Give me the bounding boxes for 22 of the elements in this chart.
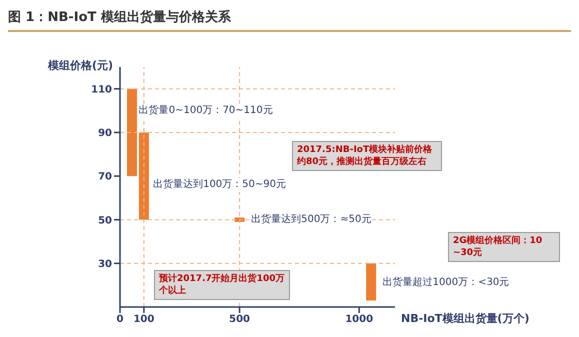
chart-title: 图 1：NB-IoT 模组出货量与价格关系 xyxy=(8,8,571,32)
y-tick-label: 30 xyxy=(98,258,112,270)
annotation: 出货量0~100万：70~110元 xyxy=(136,104,273,118)
x-tick-label: 0 xyxy=(116,314,124,326)
x-tick-label: 500 xyxy=(229,314,250,326)
callout-box: 2G模组价格区间：10 ~30元 xyxy=(448,232,560,262)
annotation: 出货量超过1000万：<30元 xyxy=(380,276,510,290)
callout-box: 预计2017.7开始月出货100万个以上 xyxy=(154,270,290,300)
x-axis-title: NB-IoT模组出货量(万个) xyxy=(401,311,530,326)
annotation: 出货量达到100万：50~90元 xyxy=(151,178,286,192)
bar xyxy=(138,132,149,220)
y-tick-label: 90 xyxy=(98,128,112,140)
bar xyxy=(366,263,376,300)
y-tick-label: 70 xyxy=(98,172,112,183)
y-tick-label: 110 xyxy=(91,84,112,96)
bar xyxy=(126,88,137,176)
annotation: 出货量达到500万：≈50元 xyxy=(249,212,372,227)
y-axis-title: 模组价格(元) xyxy=(48,58,114,73)
callout-box: 2017.5:NB-IoT模块补贴前价格约80元，推测出货量百万级左右 xyxy=(292,141,442,171)
x-tick-label: 1000 xyxy=(345,314,374,326)
x-tick-label: 100 xyxy=(133,314,154,326)
y-tick-label: 50 xyxy=(98,215,112,226)
